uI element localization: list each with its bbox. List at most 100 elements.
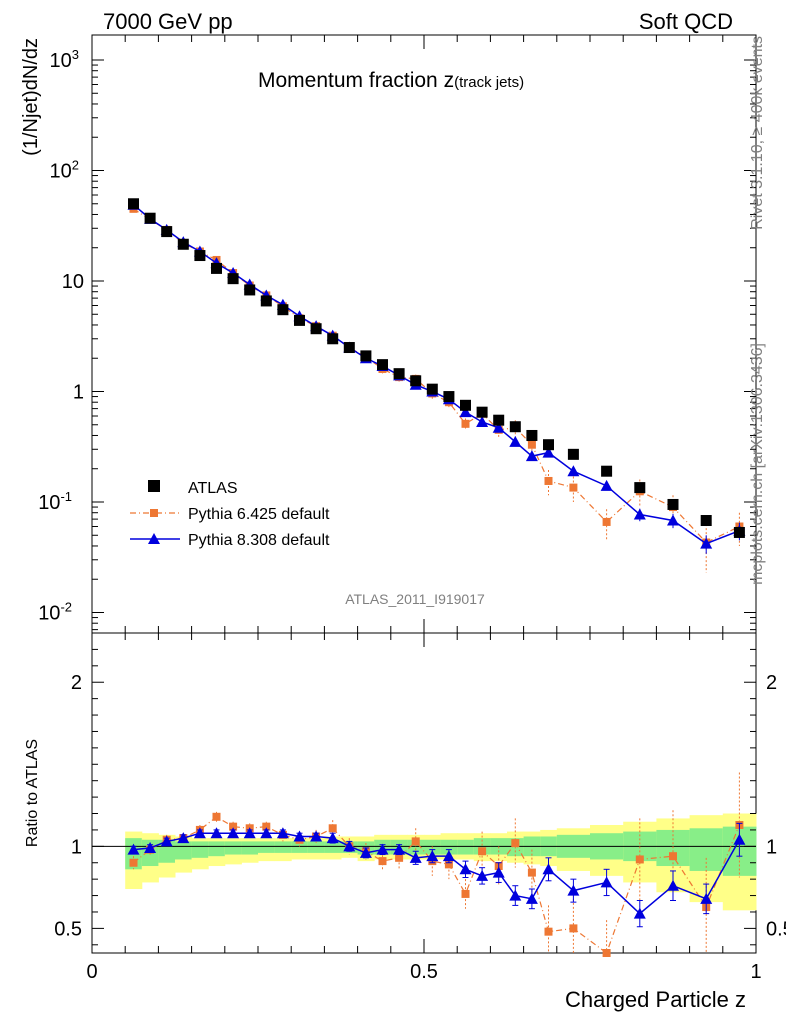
- py6-point: [544, 476, 553, 485]
- ratio-py6-point: [544, 927, 553, 936]
- ratio-py8-point: [700, 892, 713, 904]
- band-inner-segment: [307, 841, 325, 853]
- band-inner-segment: [457, 839, 475, 855]
- x-tick-label: 1: [750, 961, 761, 983]
- atlas-point: [543, 439, 554, 451]
- ratio-py8-point: [343, 840, 356, 852]
- atlas-point: [327, 333, 339, 345]
- py8-point: [667, 514, 679, 526]
- band-inner-segment: [208, 841, 226, 857]
- atlas-point: [277, 304, 289, 316]
- atlas-point: [227, 273, 239, 285]
- ratio-py8-point: [144, 841, 157, 853]
- atlas-point: [667, 498, 679, 510]
- atlas-point: [377, 359, 388, 371]
- py8-point: [476, 415, 489, 427]
- py8-point: [567, 465, 580, 477]
- ratio-py8-point: [600, 876, 613, 888]
- band-inner-segment: [258, 841, 276, 853]
- atlas-point: [310, 323, 322, 335]
- py6-point: [527, 440, 536, 449]
- atlas-point: [343, 342, 355, 354]
- ratio-py8-point: [276, 827, 289, 839]
- ratio-py8-point: [359, 846, 372, 858]
- ratio-py6-point: [635, 855, 644, 864]
- ratio-py6-point: [262, 822, 271, 831]
- py6-point: [569, 483, 578, 492]
- ratio-py6-point: [569, 924, 578, 933]
- ratio-py8-point: [310, 830, 323, 842]
- ratio-py6-point: [395, 853, 404, 862]
- band-inner-segment: [324, 841, 342, 853]
- legend-marker-py6: [150, 509, 158, 517]
- ratio-py8-point: [293, 830, 306, 842]
- ratio-ylabel: Ratio to ATLAS: [24, 739, 41, 847]
- atlas-point: [128, 198, 139, 210]
- ratio-py8-point: [227, 827, 240, 839]
- py6-point: [602, 517, 611, 526]
- ratio-py6-point: [527, 868, 536, 877]
- ratio-y-tick-label-right: 1: [766, 836, 777, 858]
- main-series: [127, 198, 746, 573]
- atlas-point: [244, 284, 256, 296]
- y-tick-label: 1: [73, 382, 84, 404]
- ratio-py6-point: [129, 858, 138, 867]
- ratio-py6-point: [461, 889, 470, 898]
- ratio-py8-point: [542, 863, 555, 875]
- ratio-py8-point: [177, 832, 190, 844]
- band-inner-segment: [191, 841, 209, 858]
- ratio-py8-point: [633, 907, 646, 919]
- atlas-point: [567, 448, 579, 460]
- ratio-py6-point: [602, 949, 611, 957]
- atlas-point: [509, 421, 521, 433]
- atlas-point: [443, 391, 455, 403]
- ratio-y-tick-label-left: 2: [71, 672, 82, 694]
- ratio-py8-point: [492, 866, 505, 878]
- ratio-py8-point: [525, 892, 538, 904]
- atlas-point: [700, 515, 712, 527]
- ratio-py6-point: [444, 860, 453, 869]
- ratio-py6-point: [378, 857, 387, 866]
- band-inner-segment: [175, 841, 193, 860]
- py8-point: [459, 406, 472, 418]
- ratio-y-tick-label-left: 1: [71, 836, 82, 858]
- ratio-py6-point: [229, 822, 238, 831]
- ratio-py8-point: [426, 850, 439, 862]
- ratio-series: [127, 772, 746, 957]
- ratio-y-tick-label-right: 2: [766, 672, 777, 694]
- atlas-point: [410, 375, 422, 387]
- ratio-py8-point: [260, 827, 273, 839]
- band-inner-segment: [224, 841, 242, 855]
- band-inner-segment: [440, 839, 458, 855]
- band-inner-segment: [241, 841, 259, 855]
- ratio-py8-point: [509, 889, 522, 901]
- py8-point: [509, 435, 522, 447]
- y-tick-label: 102: [50, 158, 79, 183]
- ratio-y-tick-label-left: 0.5: [54, 918, 82, 940]
- y-tick-label: 10-2: [38, 600, 72, 625]
- atlas-point: [601, 465, 613, 477]
- ratio-py6-point: [478, 847, 487, 856]
- atlas-point: [526, 429, 538, 441]
- ratio-py6-point: [212, 812, 221, 821]
- ratio-py8-point: [160, 835, 173, 847]
- atlas-point: [144, 212, 156, 224]
- ratio-py8-point: [243, 827, 256, 839]
- x-tick-label: 0: [86, 961, 97, 983]
- py8-point: [600, 479, 613, 491]
- atlas-point: [460, 399, 471, 411]
- ratio-py8-point: [210, 827, 223, 839]
- py8-point: [492, 421, 505, 433]
- legend-label-py6: Pythia 6.425 default: [188, 506, 330, 523]
- ratio-plot-frame: [91, 632, 757, 954]
- ratio-py8-point: [376, 843, 389, 855]
- ratio-py8-point: [409, 851, 422, 863]
- ratio-y-tick-label-right: 0.5: [766, 918, 786, 940]
- legend-label-atlas: ATLAS: [188, 480, 238, 497]
- y-tick-label: 103: [50, 47, 79, 72]
- atlas-point: [211, 262, 222, 274]
- legend-marker-atlas: [148, 480, 160, 492]
- analysis-label: ATLAS_2011_I919017: [345, 591, 485, 607]
- ratio-py8-point: [442, 850, 455, 862]
